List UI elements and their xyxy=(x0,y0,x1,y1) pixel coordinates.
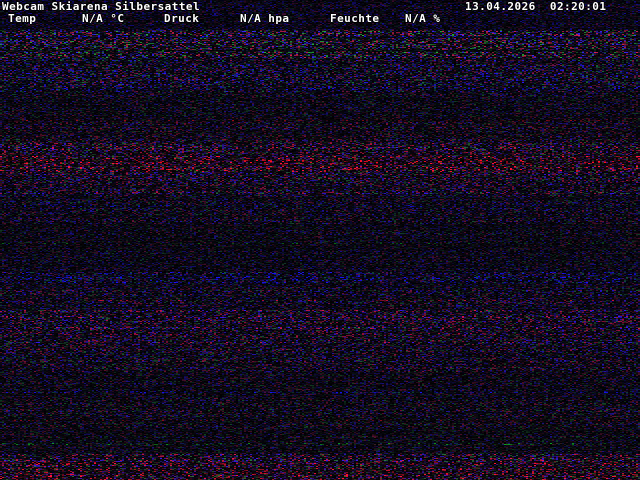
webcam-frame: Webcam Skiarena Silbersattel 13.04.2026 … xyxy=(0,0,640,480)
webcam-image xyxy=(0,0,640,480)
